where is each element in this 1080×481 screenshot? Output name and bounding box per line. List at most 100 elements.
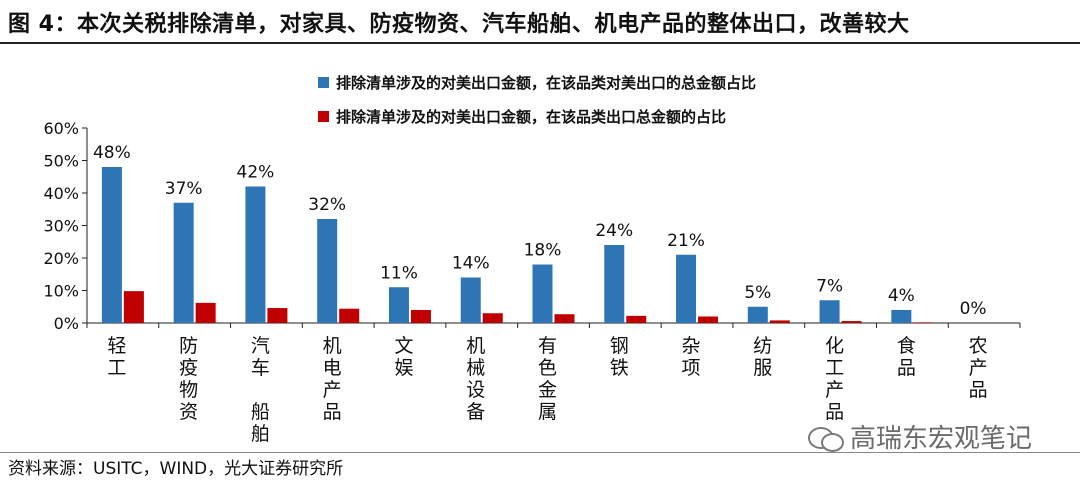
bar-blue	[676, 254, 697, 323]
bar-red	[482, 313, 503, 323]
category-label: 有	[538, 335, 557, 357]
category-label: 服	[753, 357, 772, 379]
category-label: 物	[179, 379, 198, 401]
category-label: 轻	[107, 335, 126, 357]
category-label: 农	[969, 335, 988, 357]
category-label: 船	[251, 401, 270, 423]
category-label: 钢	[610, 335, 629, 357]
category-label: 金	[538, 379, 557, 401]
category-label: 属	[538, 401, 557, 423]
chart-title: 图 4：本次关税排除清单，对家具、防疫物资、汽车船舶、机电产品的整体出口，改善较…	[8, 12, 910, 37]
category-label: 产	[969, 357, 988, 379]
data-label: 32%	[308, 195, 346, 215]
bars	[101, 167, 934, 323]
bar-red	[339, 308, 360, 323]
title-divider	[0, 42, 1080, 44]
bar-blue	[317, 219, 338, 323]
bar-blue	[819, 300, 840, 323]
category-label: 产	[323, 379, 342, 401]
bar-red	[698, 316, 719, 323]
category-label: 铁	[610, 357, 629, 379]
data-label: 14%	[452, 254, 490, 274]
category-label: 机	[466, 335, 485, 357]
category-label: 械	[466, 357, 485, 379]
data-label: 0%	[960, 299, 987, 319]
data-label: 18%	[524, 241, 562, 261]
legend-swatch-red	[318, 111, 329, 122]
bar-red	[913, 322, 934, 323]
legend: 排除清单涉及的对美出口金额，在该品类对美出口的总金额占比 排除清单涉及的对美出口…	[318, 74, 756, 126]
bar-red	[195, 302, 216, 323]
category-label: 娱	[394, 357, 413, 379]
category-label: 食	[897, 335, 916, 357]
bar-blue	[101, 167, 122, 323]
bar-red	[123, 291, 144, 323]
bar-blue	[532, 264, 553, 323]
data-label: 5%	[744, 283, 771, 303]
category-label: 机	[323, 335, 342, 357]
bar-blue	[747, 306, 768, 323]
category-label: 工	[107, 357, 126, 379]
category-label: 品	[897, 357, 916, 379]
y-tick-label: 50%	[43, 152, 79, 171]
data-label: 24%	[595, 221, 633, 241]
category-label: 化	[825, 335, 844, 357]
legend-label-blue: 排除清单涉及的对美出口金额，在该品类对美出口的总金额占比	[336, 74, 756, 92]
category-label: 品	[323, 401, 342, 423]
category-label: 品	[969, 379, 988, 401]
axes: 0% 10% 20% 30% 40% 50% 60%	[43, 119, 1021, 333]
category-label: 色	[538, 357, 557, 379]
source-note: 资料来源：USITC，WIND，光大证券研究所	[8, 459, 344, 479]
y-tick-label: 20%	[43, 249, 79, 268]
category-label: 汽	[251, 335, 270, 357]
category-label: 资	[179, 401, 198, 423]
category-label: 疫	[179, 357, 198, 379]
data-label: 37%	[165, 179, 203, 199]
category-label: 电	[323, 357, 342, 379]
y-tick-label: 0%	[54, 314, 79, 333]
data-label: 4%	[888, 286, 915, 306]
category-label: 纺	[753, 335, 772, 357]
bar-blue	[245, 186, 266, 323]
bar-chart: 排除清单涉及的对美出口金额，在该品类对美出口的总金额占比 排除清单涉及的对美出口…	[43, 74, 1021, 445]
data-label: 7%	[816, 276, 843, 296]
bar-blue	[388, 287, 409, 323]
bar-red	[626, 315, 647, 323]
category-label: 文	[394, 335, 413, 357]
data-label: 21%	[667, 231, 705, 251]
category-label: 舶	[251, 423, 270, 445]
category-label: 车	[251, 357, 270, 379]
category-label: 产	[825, 379, 844, 401]
y-tick-label: 10%	[43, 282, 79, 301]
data-label: 42%	[237, 163, 275, 183]
y-tick-label: 60%	[43, 119, 79, 138]
category-label: 设	[466, 379, 485, 401]
watermark-text: 高瑞东宏观笔记	[850, 424, 1033, 454]
category-label: 工	[825, 357, 844, 379]
bar-red	[769, 320, 790, 323]
category-label: 杂	[682, 335, 701, 357]
category-label: 备	[466, 401, 485, 423]
bar-blue	[604, 245, 625, 323]
data-label: 48%	[93, 143, 131, 163]
y-tick-label: 30%	[43, 217, 79, 236]
legend-swatch-blue	[318, 77, 329, 88]
data-labels: 48% 37% 42% 32% 11% 14% 18% 24% 21% 5% 7% 4% 0%	[93, 143, 987, 319]
data-label: 11%	[380, 263, 418, 283]
wechat-icon	[808, 423, 844, 452]
bar-blue	[891, 310, 912, 323]
bar-red	[554, 314, 575, 323]
bar-red	[841, 321, 862, 323]
bar-red	[410, 310, 431, 323]
category-label: 品	[825, 401, 844, 423]
source-divider	[0, 452, 1080, 453]
legend-label-red: 排除清单涉及的对美出口金额，在该品类出口总金额的占比	[336, 108, 726, 126]
watermark: 高瑞东宏观笔记	[808, 418, 1032, 455]
y-tick-label: 40%	[43, 184, 79, 203]
bar-blue	[460, 277, 481, 323]
category-label: 防	[179, 335, 198, 357]
bar-blue	[173, 202, 194, 323]
bar-red	[267, 308, 288, 323]
category-label: 项	[682, 357, 701, 379]
